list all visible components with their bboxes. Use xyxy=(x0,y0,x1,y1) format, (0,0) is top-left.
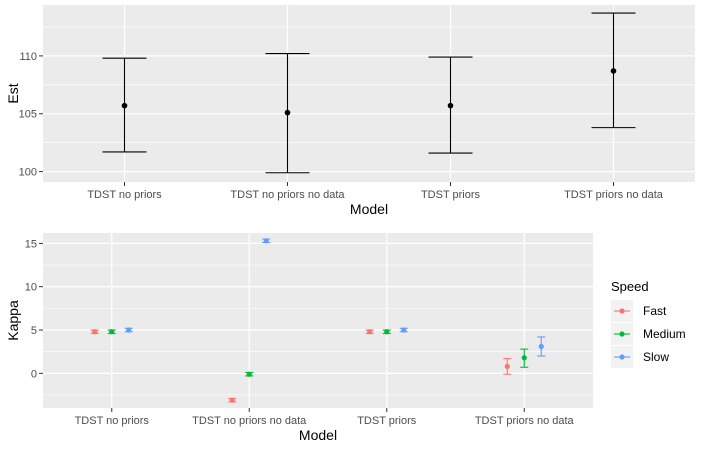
x-tick-label: TDST priors xyxy=(421,189,481,201)
top-gridlines xyxy=(43,5,695,182)
errorbar-tdst-no-priors-no-data xyxy=(265,53,310,174)
x-tick-label: TDST priors xyxy=(357,415,417,427)
bottom-marks xyxy=(90,238,546,403)
legend-key-point xyxy=(619,354,625,360)
legend-title: Speed xyxy=(611,279,649,294)
estimate-point xyxy=(384,329,390,335)
estimate-point xyxy=(538,343,544,350)
legend-key-point xyxy=(619,331,625,337)
top-chart: 100 105 110 TDST no priors TDST no priors n… xyxy=(5,5,695,217)
errorbar-medium-tdst-priors xyxy=(382,329,391,335)
legend-item-medium: Medium xyxy=(611,323,686,345)
bottom-chart: 0 5 10 15 TDST no priors TDST no priors no d… xyxy=(5,233,593,443)
estimate-point xyxy=(447,102,454,109)
y-tick-label: 105 xyxy=(19,109,37,121)
top-x-ticks: TDST no priors TDST no priors no data TDST… xyxy=(87,182,664,201)
legend-item-fast: Fast xyxy=(611,300,667,322)
y-tick-label: 110 xyxy=(19,51,37,63)
y-tick-label: 100 xyxy=(19,167,37,179)
bottom-y-ticks: 0 5 10 15 xyxy=(25,238,43,380)
estimate-point xyxy=(126,327,132,333)
legend-label: Slow xyxy=(643,350,669,364)
errorbar-slow-tdst-no-priors xyxy=(124,327,133,333)
x-tick-label: TDST no priors no data xyxy=(192,415,307,427)
bottom-gridlines xyxy=(43,233,593,408)
bottom-y-axis-title: Kappa xyxy=(5,300,21,341)
y-tick-label: 0 xyxy=(31,368,37,380)
estimate-point xyxy=(109,329,115,335)
errorbar-medium-tdst-priors-no-data xyxy=(520,348,529,368)
legend-items: Fast Medium Slow xyxy=(611,300,686,368)
errorbar-fast-tdst-no-priors-no-data xyxy=(228,397,237,403)
legend-key-point xyxy=(619,308,625,314)
errorbar-medium-tdst-no-priors xyxy=(107,329,116,335)
estimate-point xyxy=(367,329,373,335)
estimate-point xyxy=(284,109,291,116)
errorbar-fast-tdst-no-priors xyxy=(90,329,99,335)
legend: Speed Fast Medium Slow xyxy=(611,279,686,368)
x-tick-label: TDST no priors no data xyxy=(230,189,345,201)
estimate-point xyxy=(92,329,98,335)
estimate-point xyxy=(521,355,527,361)
bottom-x-axis-title: Model xyxy=(299,427,337,443)
y-tick-label: 5 xyxy=(31,325,37,337)
legend-label: Fast xyxy=(643,304,667,318)
top-marks xyxy=(102,12,636,174)
estimate-point xyxy=(246,371,252,377)
legend-item-slow: Slow xyxy=(611,346,669,368)
y-tick-label: 10 xyxy=(25,282,37,294)
estimate-point xyxy=(229,397,235,403)
top-y-ticks: 100 105 110 xyxy=(19,51,43,179)
top-plot-background xyxy=(43,5,695,182)
top-x-axis-title: Model xyxy=(350,201,388,217)
errorbar-slow-tdst-no-priors-no-data xyxy=(262,238,271,244)
y-tick-label: 15 xyxy=(25,238,37,250)
errorbar-tdst-no-priors xyxy=(102,57,147,153)
estimate-point xyxy=(610,68,617,74)
bottom-plot-background xyxy=(43,233,593,408)
errorbar-medium-tdst-no-priors-no-data xyxy=(245,371,254,377)
x-tick-label: TDST no priors xyxy=(75,415,150,427)
estimate-point xyxy=(121,102,128,109)
errorbar-tdst-priors-no-data xyxy=(591,12,636,129)
estimate-point xyxy=(504,363,510,370)
errorbar-tdst-priors xyxy=(428,56,473,154)
top-y-axis-title: Est xyxy=(5,83,21,103)
x-tick-label: TDST no priors xyxy=(87,189,162,201)
x-tick-label: TDST priors no data xyxy=(475,415,575,427)
estimate-point xyxy=(401,327,407,333)
legend-label: Medium xyxy=(643,327,686,341)
bottom-x-ticks: TDST no priors TDST no priors no data TDST… xyxy=(75,408,575,427)
errorbar-slow-tdst-priors xyxy=(399,327,408,333)
estimate-point xyxy=(263,238,269,244)
errorbar-fast-tdst-priors xyxy=(365,329,374,335)
errorbar-slow-tdst-priors-no-data xyxy=(537,336,546,357)
x-tick-label: TDST priors no data xyxy=(564,189,664,201)
errorbar-fast-tdst-priors-no-data xyxy=(503,358,512,375)
